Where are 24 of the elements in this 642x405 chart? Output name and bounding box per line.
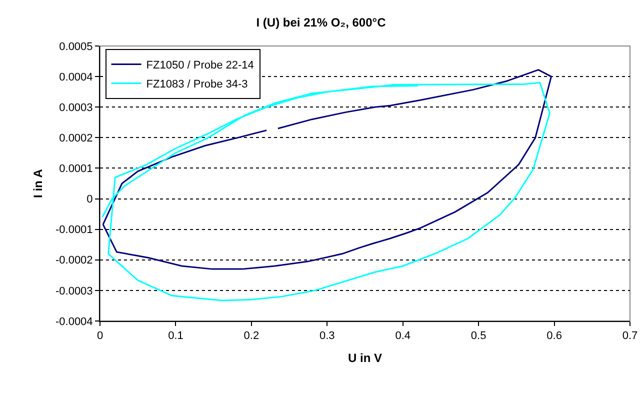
y-tick-label: 0.0001 xyxy=(59,163,93,176)
y-tick-label: 0.0004 xyxy=(59,71,93,84)
y-tick-label: 0.0002 xyxy=(59,132,93,145)
chart-title: I (U) bei 21% O₂, 600°C xyxy=(256,16,386,30)
x-tick-label: 0.3 xyxy=(319,330,335,342)
y-tick-label: -0.0002 xyxy=(55,254,93,267)
x-tick-label: 0.7 xyxy=(622,330,638,342)
x-axis-title: U in V xyxy=(348,351,382,366)
x-tick-label: 0.5 xyxy=(470,330,486,342)
y-tick-label: -0.0001 xyxy=(55,224,93,236)
x-tick-label: 0.6 xyxy=(546,330,562,342)
legend-label: FZ1083 / Probe 34-3 xyxy=(146,78,248,91)
y-tick-label: -0.0004 xyxy=(55,316,93,328)
y-axis-title: I in A xyxy=(30,168,45,198)
line-series xyxy=(102,82,550,302)
x-tick-label: 0.4 xyxy=(395,330,411,342)
legend-label: FZ1050 / Probe 22-14 xyxy=(146,60,254,72)
y-tick-label: -0.0003 xyxy=(55,285,93,298)
y-tick-label: 0.0005 xyxy=(59,40,93,53)
y-tick-label: 0.0003 xyxy=(59,102,93,114)
x-tick-label: 0 xyxy=(96,330,104,342)
y-tick-label: 0 xyxy=(86,194,93,206)
x-tick-label: 0.2 xyxy=(244,330,260,342)
x-tick-label: 0.1 xyxy=(168,330,184,342)
